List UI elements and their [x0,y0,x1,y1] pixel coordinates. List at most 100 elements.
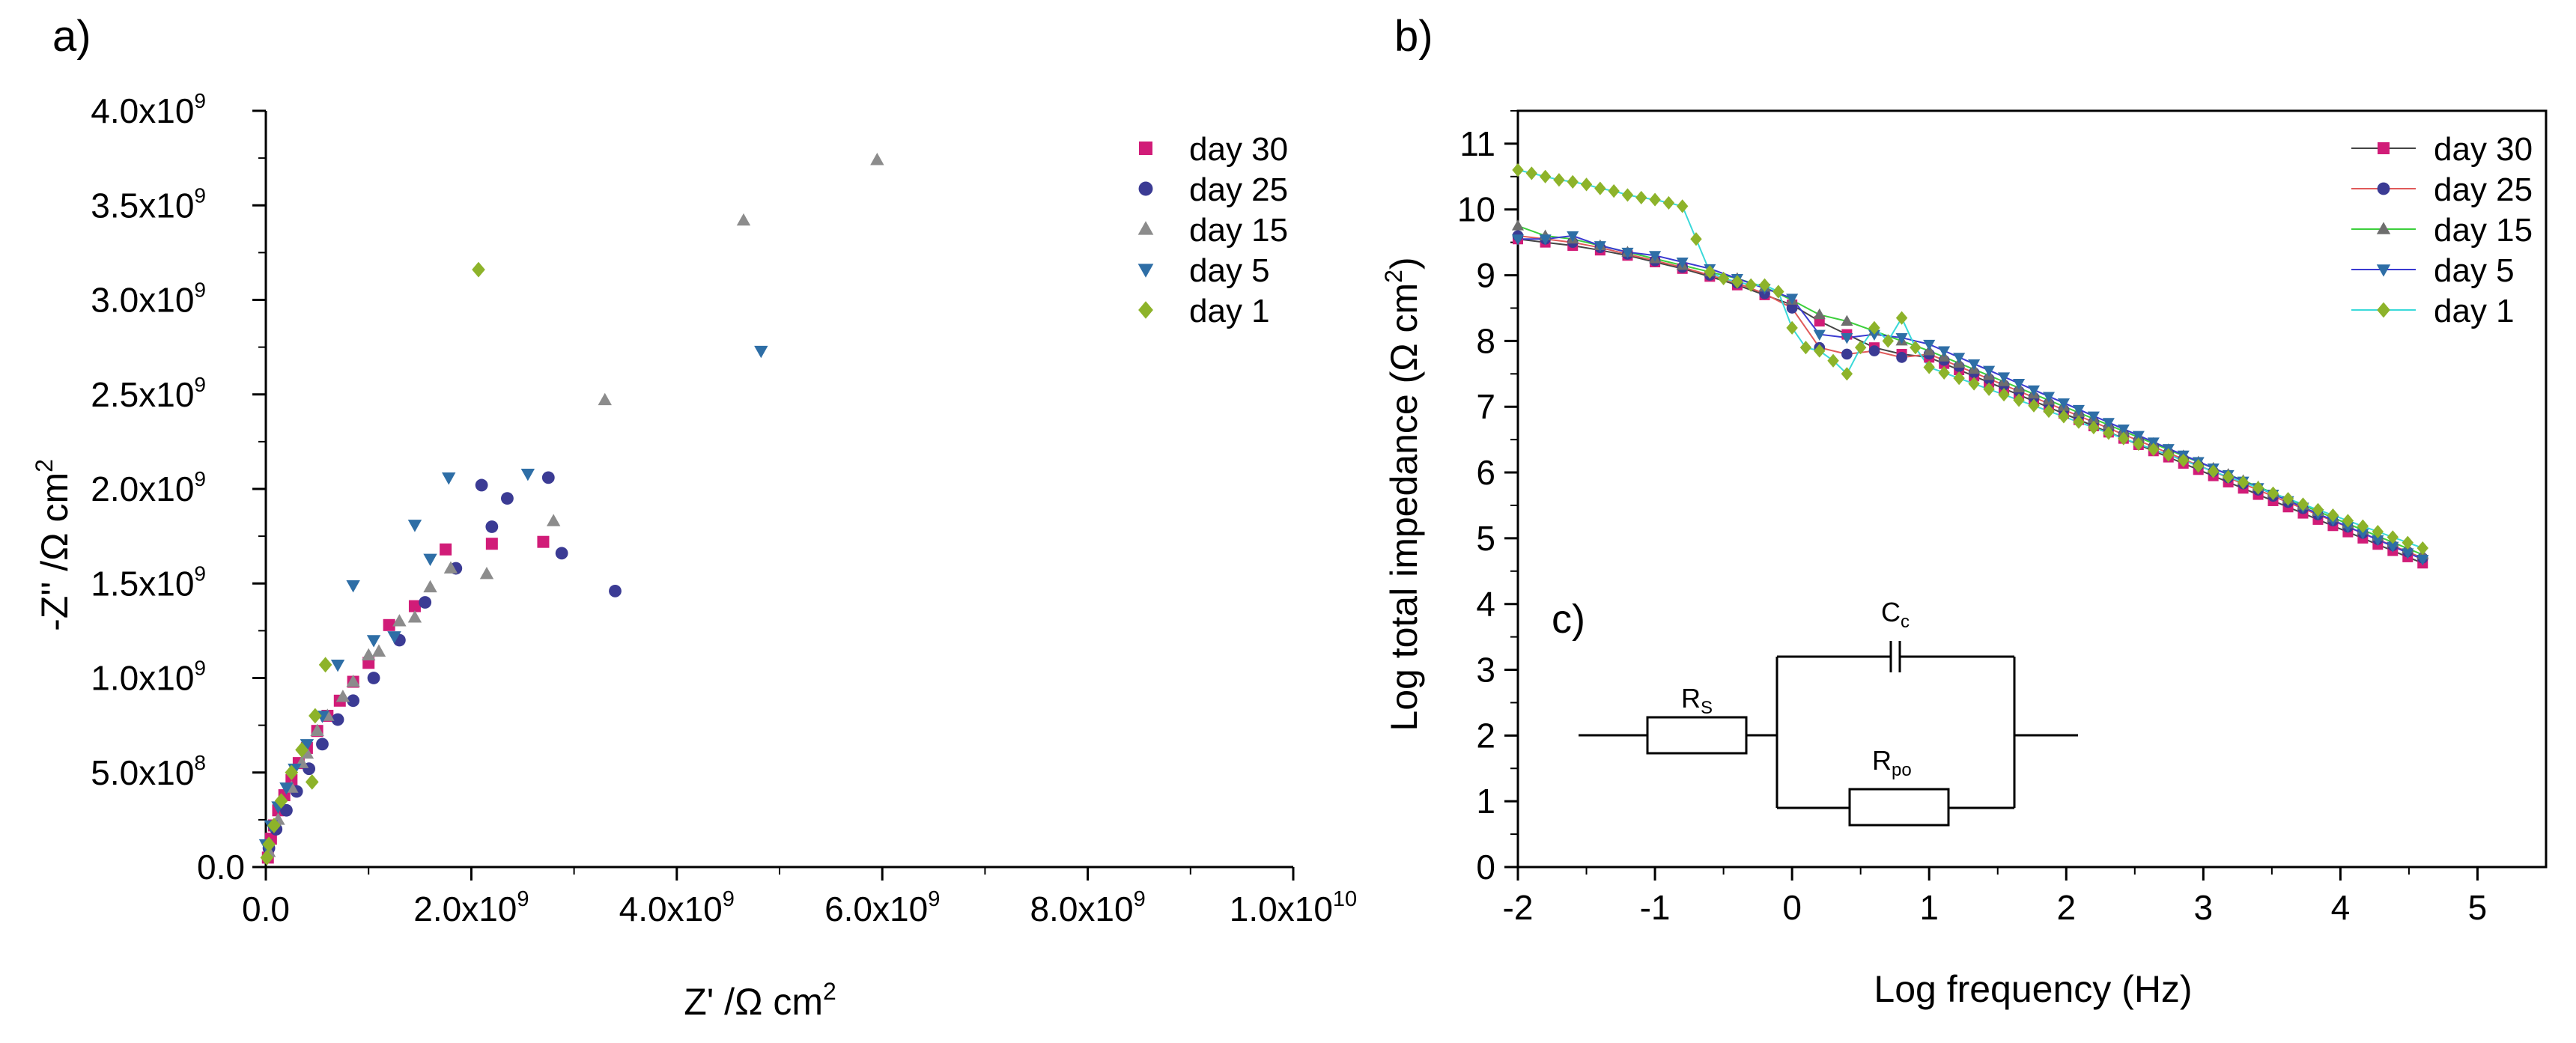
panel-b-point-day-5 [1968,359,1981,371]
panel-a-y-tick-label: 3.5x109 [91,183,206,225]
rs-label: RS [1681,683,1713,718]
panel-b-point-day-25 [1786,302,1798,314]
panel-a-legend-marker-day-30 [1139,142,1152,155]
panel-b-legend-label-day-30: day 30 [2434,131,2533,168]
panel-b-y-axis-label-text: Log total impedance (Ω cm [1383,283,1425,732]
rs-label-main: R [1681,683,1701,714]
panel-b-legend-label-day-5: day 5 [2434,252,2515,289]
panel-b-point-day-1 [2297,497,2309,511]
panel-b-point-day-5 [1841,333,1853,344]
panel-b-point-day-1 [1799,341,1812,355]
rpo-label-sub: po [1892,760,1912,780]
panel-a-point-day-25 [347,694,360,708]
panel-a-point-day-1 [262,836,276,853]
panel-b-point-day-1 [2148,443,2160,457]
panel-b-point-day-1 [2327,508,2339,523]
panel-a-point-day-5 [754,345,768,359]
panel-b-legend-label-day-25: day 25 [2434,171,2533,208]
panel-b-point-day-1 [2402,535,2414,550]
panel-b-x-tick-label: 0 [1782,888,1802,927]
panel-b-x-tick-label: -1 [1640,888,1671,927]
panel-b-point-day-5 [2416,555,2429,566]
panel-a-legend-label-day-30: day 30 [1189,131,1288,168]
panel-a-point-day-30 [537,535,550,548]
panel-b-point-day-5 [1938,346,1951,357]
panel-b-point-day-1 [1567,174,1579,189]
panel-a-x-tick-label-base: 0.0 [242,890,290,928]
panel-b-point-day-1 [2387,530,2399,544]
panel-a-x-axis-label: Z' /Ω cm2 [684,978,836,1023]
panel-a-y-tick-label-exp: 9 [194,183,206,207]
panel-b-point-day-25 [1841,348,1853,360]
panel-a-point-day-25 [419,596,432,609]
panel-a-x-tick-label: 0.0 [242,890,290,928]
panel-b-legend-marker-day-25 [2377,182,2390,195]
panel-a-x-tick-label-base: 4.0x10 [619,890,723,928]
panel-a-point-day-15 [371,644,386,657]
panel-b-point-day-1 [2342,514,2354,528]
panel-a-y-tick-label-base: 1.0x10 [91,659,194,698]
panel-a-x-tick-label-exp: 9 [1134,887,1146,911]
panel-a-x-tick-label: 8.0x109 [1030,887,1145,928]
panel-b-point-day-1 [1923,360,1935,374]
panel-b-point-day-5 [1923,339,1936,351]
panel-b-point-day-1 [2133,437,2145,451]
panel-b-line-day-30 [1517,238,2423,565]
panel-a-y-tick-label: 1.5x109 [91,562,206,603]
panel-b-point-day-5 [1511,234,1525,246]
panel-b-point-day-5 [1998,372,2011,383]
panel-b-point-day-1 [1745,278,1757,292]
panel-c-label: c) [1552,597,1585,642]
panel-b-x-ticks: -2 -1 0 1 2 3 4 5 [1503,867,2487,927]
panel-b-x-axis-label: Log frequency (Hz) [1874,968,2192,1010]
panel-a-point-day-15 [392,614,407,627]
rpo-label: Rpo [1872,745,1912,780]
panel-b-y-tick-label: 2 [1476,716,1495,755]
panel-a-point-day-30 [383,618,395,631]
panel-b-legend-marker-day-15 [2376,222,2391,234]
rs-label-sub: S [1701,698,1713,718]
panel-a-legend-label-day-15: day 15 [1189,212,1288,249]
panel-b-y-ticks: 0 1 2 3 4 5 6 7 8 9 10 11 [1457,110,1518,887]
panel-a-y-tick-label-exp: 9 [194,89,206,112]
panel-a-x-tick-label: 4.0x109 [619,887,735,928]
panel-b-x-tick-label: 1 [1919,888,1939,927]
panel-b-y-tick-label: 4 [1476,585,1495,624]
panel-b-point-day-1 [1580,177,1593,192]
panel-a-point-day-15 [423,580,437,593]
panel-b-point-day-5 [1895,333,1908,344]
cc-label-sub: c [1901,612,1910,632]
rpo-resistor [1848,788,1950,827]
panel-a-y-tick-label: 0.0 [197,848,245,887]
panel-b-point-day-1 [1910,341,1922,355]
panel-a-point-day-1 [305,773,319,790]
panel-b-point-day-1 [1662,195,1675,210]
cc-label: Cc [1881,597,1910,632]
panel-a-point-day-1 [260,849,274,866]
panel-b-point-day-1 [1814,344,1826,358]
panel-b-point-day-5 [2027,385,2041,397]
panel-a-point-day-15 [335,690,350,702]
panel-a-point-day-5 [300,739,315,752]
panel-b-point-day-1 [2252,481,2264,495]
panel-b-point-day-25 [1896,351,1907,363]
panel-b-point-day-25 [1868,345,1880,356]
panel-a-point-day-25 [280,803,293,817]
panel-b-point-day-1 [2073,415,2085,429]
panel-a-point-day-15 [736,213,751,226]
panel-a-x-tick-label-base: 8.0x10 [1030,890,1133,928]
panel-b-point-day-5 [1649,251,1662,262]
panel-a-point-day-5 [442,472,456,485]
panel-b-y-axis-label: Log total impedance (Ω cm2) [1380,257,1425,731]
panel-b-point-day-5 [2042,392,2056,403]
panel-b-point-day-1 [2192,459,2205,473]
panel-b-point-day-1 [1868,320,1880,335]
panel-a-point-day-25 [541,471,555,484]
panel-b-point-day-5 [1621,247,1634,259]
panel-b-point-day-1 [1841,367,1853,381]
panel-b-point-day-1 [1882,334,1894,348]
panel-b-x-tick-label: -2 [1503,888,1534,927]
panel-b-point-day-1 [2043,404,2055,419]
